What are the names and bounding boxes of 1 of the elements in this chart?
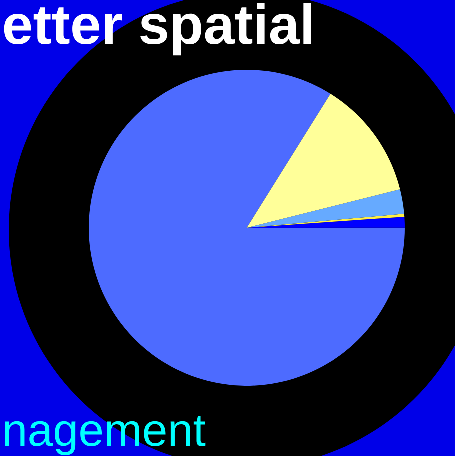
chart-title: etter spatial [4,4,312,56]
